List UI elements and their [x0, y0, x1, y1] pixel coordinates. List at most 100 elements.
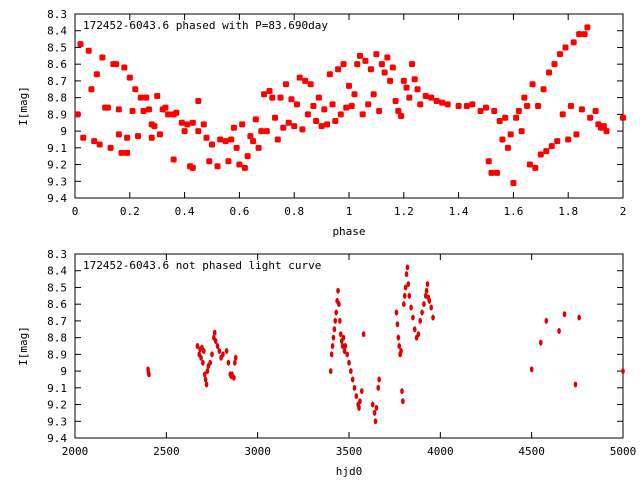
- data-point: [396, 334, 401, 341]
- data-point: [221, 351, 225, 358]
- y-tick-label: 9.4: [47, 192, 67, 205]
- data-point: [129, 108, 136, 115]
- data-point: [403, 84, 410, 91]
- data-point: [203, 376, 208, 383]
- data-point: [124, 149, 131, 156]
- data-point: [357, 404, 361, 411]
- data-point: [324, 121, 331, 128]
- data-point: [518, 128, 525, 135]
- data-point: [381, 69, 388, 76]
- data-point: [455, 103, 462, 109]
- data-point: [232, 374, 236, 381]
- data-point: [333, 317, 338, 324]
- data-point: [556, 51, 563, 58]
- data-point: [576, 31, 583, 38]
- data-point: [213, 337, 218, 344]
- data-point: [329, 101, 336, 108]
- data-point: [233, 354, 238, 361]
- data-point: [200, 121, 207, 128]
- y-tick-label: 8.7: [47, 75, 67, 88]
- data-point: [587, 114, 594, 121]
- data-point: [463, 103, 470, 109]
- data-point: [532, 164, 539, 171]
- data-point: [145, 106, 152, 113]
- data-point: [537, 151, 544, 158]
- data-point: [592, 108, 599, 115]
- data-point: [570, 39, 577, 46]
- data-point: [389, 64, 396, 71]
- data-point: [543, 148, 550, 155]
- data-point: [124, 134, 131, 141]
- y-tick-label: 9.4: [47, 432, 67, 445]
- data-point: [526, 161, 533, 168]
- data-point: [548, 143, 555, 150]
- data-point: [365, 101, 372, 108]
- data-point: [178, 119, 185, 126]
- data-point: [113, 61, 120, 68]
- data-point: [258, 128, 265, 135]
- data-point: [337, 111, 344, 118]
- data-point: [401, 398, 405, 405]
- data-point: [332, 118, 339, 125]
- data-point: [562, 44, 569, 51]
- data-point: [395, 108, 402, 115]
- data-point: [424, 287, 429, 294]
- data-point: [156, 131, 163, 138]
- data-point: [343, 343, 348, 349]
- data-point: [488, 169, 495, 176]
- x-tick-label: 3500: [336, 445, 363, 458]
- data-point: [620, 114, 626, 121]
- data-point: [351, 91, 358, 98]
- data-point: [115, 106, 122, 113]
- data-point: [328, 368, 333, 375]
- y-tick-label: 8.5: [47, 281, 67, 294]
- data-point: [208, 359, 212, 366]
- data-point: [433, 97, 440, 104]
- data-point: [578, 106, 585, 113]
- data-point: [349, 368, 353, 375]
- data-point: [544, 317, 549, 324]
- x-tick-label: 0.8: [284, 205, 304, 218]
- data-point: [502, 114, 509, 121]
- data-point: [329, 351, 334, 358]
- data-point: [513, 114, 520, 121]
- data-point: [96, 141, 103, 148]
- data-point: [394, 309, 399, 316]
- data-point: [255, 144, 262, 151]
- data-point: [361, 331, 366, 338]
- y-tick-label: 8.3: [47, 248, 67, 261]
- data-point: [444, 101, 451, 108]
- data-point: [400, 388, 404, 395]
- data-point: [212, 329, 217, 336]
- data-point: [376, 108, 383, 115]
- data-point: [239, 121, 246, 128]
- data-point: [406, 281, 411, 288]
- data-point: [422, 301, 426, 308]
- data-point: [296, 74, 303, 81]
- data-point: [225, 158, 232, 165]
- data-point: [600, 123, 607, 130]
- data-point: [477, 108, 484, 115]
- x-tick-label: 0.2: [120, 205, 140, 218]
- data-point: [151, 123, 158, 130]
- data-point: [352, 384, 357, 391]
- data-point: [162, 104, 169, 111]
- data-point: [282, 81, 289, 88]
- data-point: [126, 74, 133, 81]
- y-tick-label: 8.4: [47, 25, 67, 38]
- data-point: [397, 343, 402, 349]
- data-point: [529, 366, 534, 373]
- data-point: [85, 47, 92, 54]
- data-point: [313, 118, 320, 125]
- data-point: [80, 134, 87, 141]
- data-point: [206, 158, 213, 165]
- y-axis-label: I[mag]: [17, 326, 30, 366]
- data-point: [338, 331, 343, 338]
- data-point: [91, 138, 98, 145]
- data-point: [370, 401, 375, 408]
- data-point: [269, 94, 276, 101]
- data-point: [557, 327, 561, 334]
- data-point: [342, 348, 347, 355]
